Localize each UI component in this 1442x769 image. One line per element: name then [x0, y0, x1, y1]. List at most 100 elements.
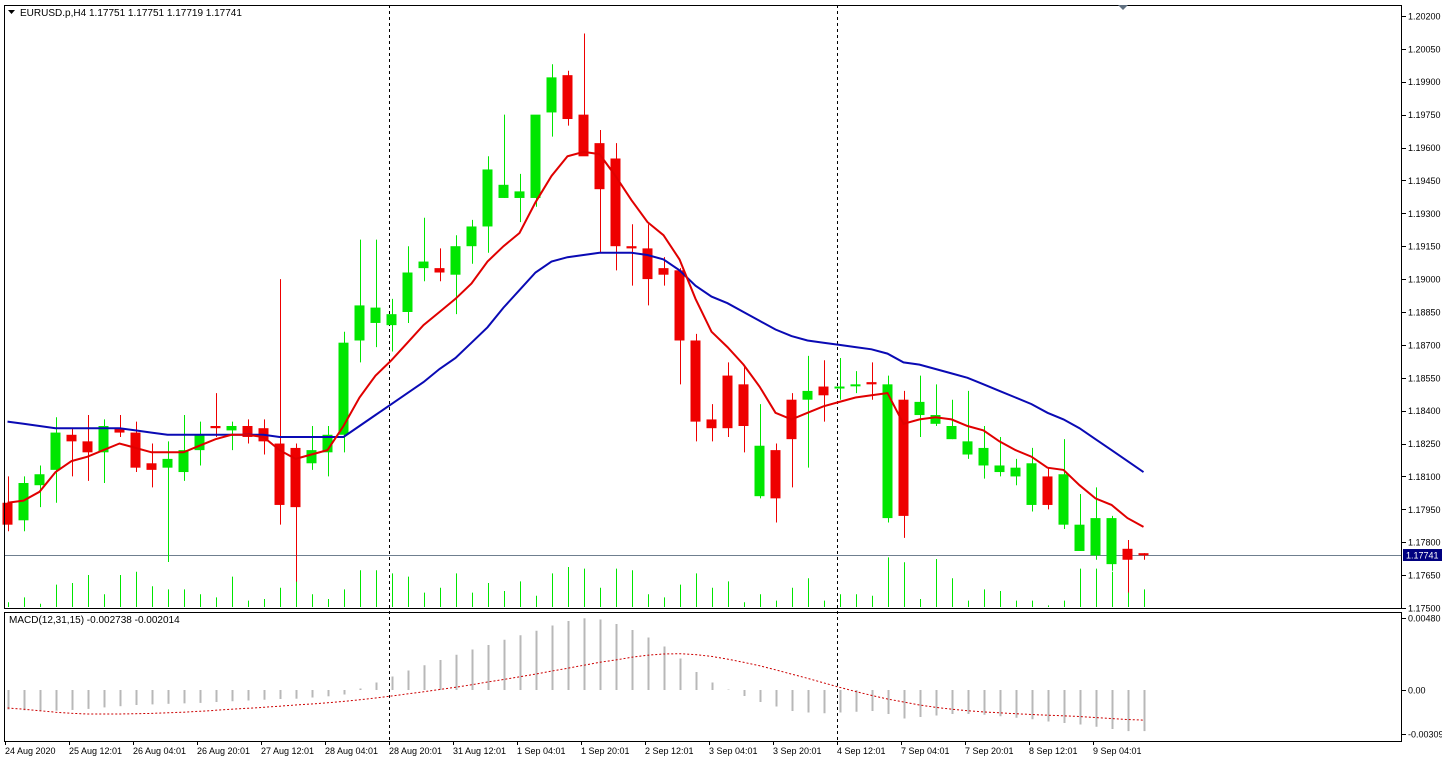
candle[interactable] — [978, 426, 989, 479]
candle[interactable] — [418, 217, 429, 282]
candle[interactable] — [770, 443, 781, 523]
price-tick-label: 1.20200 — [1408, 11, 1441, 21]
triangle-down-icon[interactable] — [8, 10, 15, 14]
candle-body — [1106, 518, 1117, 565]
candle[interactable] — [642, 224, 653, 306]
candle[interactable] — [306, 426, 317, 470]
candle-body — [402, 272, 413, 312]
candle[interactable] — [530, 114, 541, 207]
candle[interactable] — [562, 70, 573, 126]
candle[interactable] — [322, 426, 333, 477]
price-tick-label: 1.19750 — [1408, 110, 1441, 120]
candle[interactable] — [578, 33, 589, 157]
price-tick-label: 1.18100 — [1408, 472, 1441, 482]
shift-marker-icon[interactable] — [1118, 5, 1128, 10]
candle-body — [626, 246, 637, 249]
candle[interactable] — [482, 156, 493, 253]
candle[interactable] — [242, 419, 253, 444]
candle[interactable] — [1010, 458, 1021, 486]
candle[interactable] — [818, 360, 829, 422]
candle[interactable] — [162, 441, 173, 562]
candle-body — [194, 434, 205, 451]
candle[interactable] — [210, 393, 221, 437]
candle[interactable] — [594, 129, 605, 253]
candle[interactable] — [290, 443, 301, 582]
candle[interactable] — [1058, 439, 1069, 530]
candle[interactable] — [850, 371, 861, 394]
candle[interactable] — [450, 235, 461, 315]
candle[interactable] — [274, 279, 285, 525]
price-tick-label: 1.17650 — [1408, 571, 1441, 581]
candle[interactable] — [146, 443, 157, 488]
candle[interactable] — [498, 114, 509, 198]
price-tick-label: 1.17950 — [1408, 505, 1441, 515]
price-tick-label: 1.19600 — [1408, 143, 1441, 153]
time-tick-label: 26 Aug 20:01 — [197, 746, 250, 756]
candle[interactable] — [82, 415, 93, 481]
candle[interactable] — [34, 465, 45, 508]
candle[interactable] — [914, 375, 925, 437]
candle[interactable] — [370, 239, 381, 348]
price-pane-frame — [4, 5, 1402, 609]
candle[interactable] — [1074, 493, 1085, 551]
candle[interactable] — [690, 333, 701, 442]
candle[interactable] — [98, 419, 109, 484]
candle[interactable] — [962, 390, 973, 459]
price-tick-label: 1.18700 — [1408, 340, 1441, 350]
candle[interactable] — [1106, 515, 1117, 571]
candle[interactable] — [834, 358, 845, 400]
candle[interactable] — [882, 375, 893, 523]
candle[interactable] — [194, 421, 205, 466]
candle-body — [210, 426, 221, 429]
candle[interactable] — [738, 366, 749, 453]
candle[interactable] — [658, 257, 669, 286]
candle[interactable] — [386, 298, 397, 352]
candle[interactable] — [514, 173, 525, 223]
candle-body — [386, 314, 397, 326]
candle[interactable] — [226, 421, 237, 451]
candle[interactable] — [434, 248, 445, 282]
candle-body — [898, 399, 909, 516]
macd-tick-label: 0.00 — [1408, 686, 1426, 696]
candle[interactable] — [994, 436, 1005, 477]
candle-body — [242, 426, 253, 437]
candle[interactable] — [466, 219, 477, 264]
candle[interactable] — [610, 143, 621, 271]
candle-body — [690, 340, 701, 422]
candle[interactable] — [930, 384, 941, 427]
candle[interactable] — [114, 415, 125, 437]
time-tick-label: 3 Sep 20:01 — [773, 746, 822, 756]
price-tick-label: 1.17500 — [1408, 604, 1441, 614]
candle[interactable] — [1122, 540, 1133, 593]
candle[interactable] — [722, 362, 733, 437]
candle[interactable] — [754, 404, 765, 499]
candle[interactable] — [866, 362, 877, 400]
candle-body — [98, 426, 109, 453]
candle-body — [706, 419, 717, 429]
candle[interactable] — [546, 64, 557, 137]
candle[interactable] — [706, 404, 717, 442]
candle-body — [962, 441, 973, 455]
time-tick-label: 4 Sep 12:01 — [837, 746, 886, 756]
candle[interactable] — [18, 476, 29, 532]
candle[interactable] — [354, 239, 365, 363]
candle[interactable] — [626, 224, 637, 286]
candle-body — [66, 434, 77, 442]
time-tick-label: 1 Sep 20:01 — [581, 746, 630, 756]
candle[interactable] — [1138, 553, 1149, 560]
candle[interactable] — [50, 417, 61, 503]
candle[interactable] — [1042, 467, 1053, 510]
candle-body — [930, 415, 941, 424]
candle-body — [1010, 467, 1021, 477]
candle-body — [994, 465, 1005, 473]
ma-fast-line — [7, 150, 1144, 528]
candle[interactable] — [338, 331, 349, 453]
candle[interactable] — [898, 390, 909, 538]
candle[interactable] — [2, 476, 13, 532]
candle[interactable] — [674, 268, 685, 385]
candle[interactable] — [178, 415, 189, 481]
candle[interactable] — [66, 428, 77, 477]
candle-body — [834, 386, 845, 389]
candle[interactable] — [402, 246, 413, 323]
